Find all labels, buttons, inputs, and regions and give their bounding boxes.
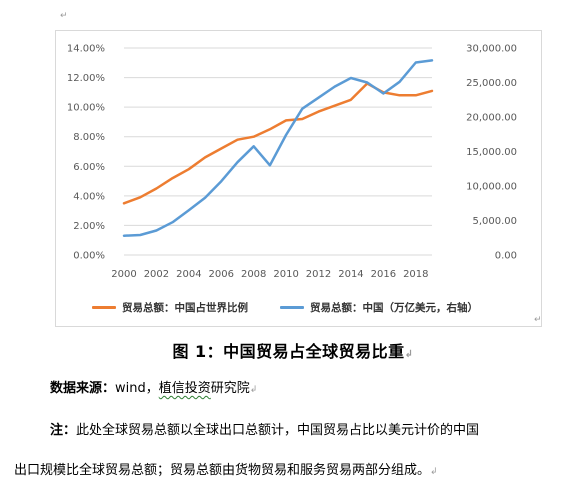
x-tick-label: 2000 <box>111 269 136 280</box>
note-text-1: 此处全球贸易总额以全球出口总额计，中国贸易占比以美元计价的中国 <box>76 423 480 438</box>
x-tick-label: 2018 <box>403 269 428 280</box>
paragraph-mark: ↵ <box>534 315 542 325</box>
x-tick-label: 2014 <box>338 269 363 280</box>
note-line-1: 注：此处全球贸易总额以全球出口总额计，中国贸易占比以美元计价的中国 <box>50 424 479 437</box>
x-tick-label: 2002 <box>144 269 169 280</box>
right-tick-label: 30,000.00 <box>466 44 517 55</box>
x-tick-label: 2004 <box>176 269 201 280</box>
series-line-share <box>122 82 434 205</box>
left-tick-label: 12.00% <box>67 73 105 84</box>
left-tick-label: 4.00% <box>73 191 105 202</box>
x-tick-label: 2016 <box>371 269 396 280</box>
legend-item-share: 贸易总额：中国占世界比例 <box>92 300 248 315</box>
right-tick-label: 5,000.00 <box>472 216 517 227</box>
x-tick-label: 2010 <box>273 269 298 280</box>
left-tick-label: 6.00% <box>73 162 105 173</box>
left-tick-label: 2.00% <box>73 221 105 232</box>
left-tick-label: 0.00% <box>73 251 105 262</box>
right-tick-label: 25,000.00 <box>466 78 517 89</box>
source-text-end: 研究院 <box>210 381 250 396</box>
source-text: wind， <box>115 381 159 396</box>
right-tick-label: 0.00 <box>495 251 517 262</box>
left-tick-label: 14.00% <box>67 44 105 55</box>
paragraph-mark: ↵ <box>60 11 68 21</box>
legend-item-amount: 贸易总额：中国（万亿美元，右轴） <box>280 300 478 315</box>
left-tick-label: 8.00% <box>73 132 105 143</box>
left-tick-label: 10.00% <box>67 103 105 114</box>
legend-swatch-blue <box>280 306 304 309</box>
right-tick-label: 10,000.00 <box>466 182 517 193</box>
chart-frame <box>55 30 542 327</box>
return-mark: ↲ <box>430 467 438 477</box>
source-underlined: 植信投资 <box>158 381 211 396</box>
x-tick-label: 2008 <box>241 269 266 280</box>
legend-swatch-orange <box>92 306 116 309</box>
note-line-2: 出口规模比全球贸易总额；贸易总额由货物贸易和服务贸易两部分组成。↲ <box>14 464 438 477</box>
source-label: 数据来源： <box>50 381 116 396</box>
figure-caption-text: 图 1：中国贸易占全球贸易比重 <box>172 342 405 361</box>
note-label: 注： <box>50 423 77 438</box>
note-text-2: 出口规模比全球贸易总额；贸易总额由货物贸易和服务贸易两部分组成。 <box>14 463 431 478</box>
dual-axis-line-chart: 0.00% 2.00% 4.00% 6.00% 8.00% 10.00% 12.00% 14.… <box>67 44 517 281</box>
right-tick-label: 15,000.00 <box>466 147 517 158</box>
return-mark: ↲ <box>404 349 414 360</box>
return-mark: ↲ <box>249 385 258 395</box>
right-tick-label: 20,000.00 <box>466 113 517 124</box>
source-line: 数据来源：wind，植信投资研究院↲ <box>50 382 257 395</box>
x-tick-label: 2012 <box>306 269 331 280</box>
legend-label-amount: 贸易总额：中国（万亿美元，右轴） <box>310 302 478 314</box>
figure-caption: 图 1：中国贸易占全球贸易比重↲ <box>0 338 586 362</box>
legend-label-share: 贸易总额：中国占世界比例 <box>122 302 248 314</box>
x-tick-label: 2006 <box>209 269 234 280</box>
series-line-amount <box>122 59 434 237</box>
